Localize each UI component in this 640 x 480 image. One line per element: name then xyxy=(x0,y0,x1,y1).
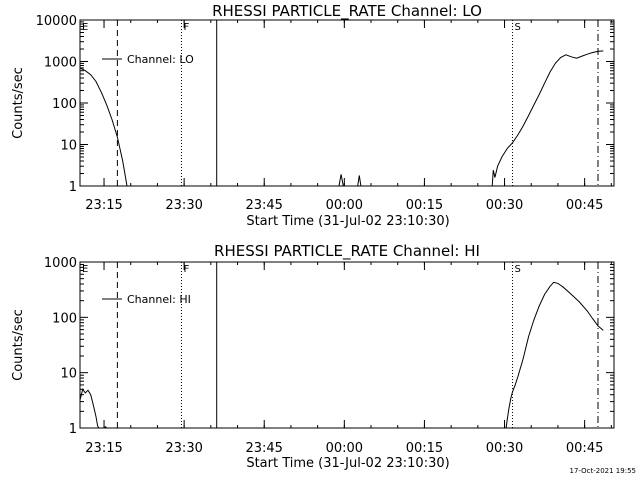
y-tick-label: 100 xyxy=(52,311,77,326)
chart-panel-2: RHESSI PARTICLE_RATE Channel: HI 1 10 100 10… xyxy=(11,242,615,471)
y-tick-label: 10000 xyxy=(36,14,77,29)
x-tick-label: 00:00 xyxy=(326,198,363,213)
marker-flag-label: E xyxy=(82,22,88,33)
x-tick-label: 00:00 xyxy=(326,441,363,456)
marker-flag-label: F xyxy=(183,22,189,33)
footer-timestamp: 17-Oct-2021 19:55 xyxy=(569,467,636,475)
y-tick-label: 1000 xyxy=(44,256,77,271)
y-axis-label: Counts/sec xyxy=(11,309,26,381)
data-series-line xyxy=(103,426,108,429)
x-tick-label: 23:45 xyxy=(245,198,282,213)
marker-flag-label: E xyxy=(82,264,88,275)
y-tick-label: 1000 xyxy=(44,56,77,71)
y-tick-label: 10 xyxy=(60,139,77,154)
plot-frame xyxy=(79,19,615,187)
plot-frame xyxy=(79,261,615,429)
x-tick-label: 23:30 xyxy=(165,441,202,456)
x-tick-label: 00:15 xyxy=(406,441,443,456)
x-tick-label: 00:30 xyxy=(486,198,523,213)
x-tick-label: 23:15 xyxy=(85,198,122,213)
y-tick-label: 1 xyxy=(69,422,77,437)
data-series-line xyxy=(79,388,100,429)
y-tick-label: 100 xyxy=(52,97,77,112)
data-series-line xyxy=(491,50,604,187)
x-tick-label: 23:15 xyxy=(85,441,122,456)
legend-label: Channel: LO xyxy=(127,53,194,66)
x-tick-label: 23:45 xyxy=(245,441,282,456)
x-tick-label: 00:15 xyxy=(406,198,443,213)
legend-label: Channel: HI xyxy=(127,293,191,306)
x-axis-label: Start Time (31-Jul-02 23:10:30) xyxy=(246,214,449,229)
marker-flag-label: S xyxy=(515,22,521,33)
x-tick-label: 00:45 xyxy=(566,441,603,456)
x-tick-label: 00:45 xyxy=(566,198,603,213)
data-series-line xyxy=(79,67,128,187)
y-tick-label: 10 xyxy=(60,367,77,382)
marker-flag-label: F xyxy=(183,264,189,275)
y-tick-label: 1 xyxy=(69,180,77,195)
chart-title: RHESSI PARTICLE_RATE Channel: HI xyxy=(214,242,480,261)
data-series-line xyxy=(505,281,604,429)
y-axis-label: Counts/sec xyxy=(11,67,26,139)
x-axis-label: Start Time (31-Jul-02 23:10:30) xyxy=(246,456,449,471)
x-tick-label: 23:30 xyxy=(165,198,202,213)
data-series-line xyxy=(357,175,362,187)
marker-flag-label: S xyxy=(515,264,521,275)
x-tick-label: 00:30 xyxy=(486,441,523,456)
chart-title: RHESSI PARTICLE_RATE Channel: LO xyxy=(212,2,482,21)
data-series-line xyxy=(338,174,344,187)
chart-panel-1: RHESSI PARTICLE_RATE Channel: LO 1 10 100 10… xyxy=(11,2,615,229)
